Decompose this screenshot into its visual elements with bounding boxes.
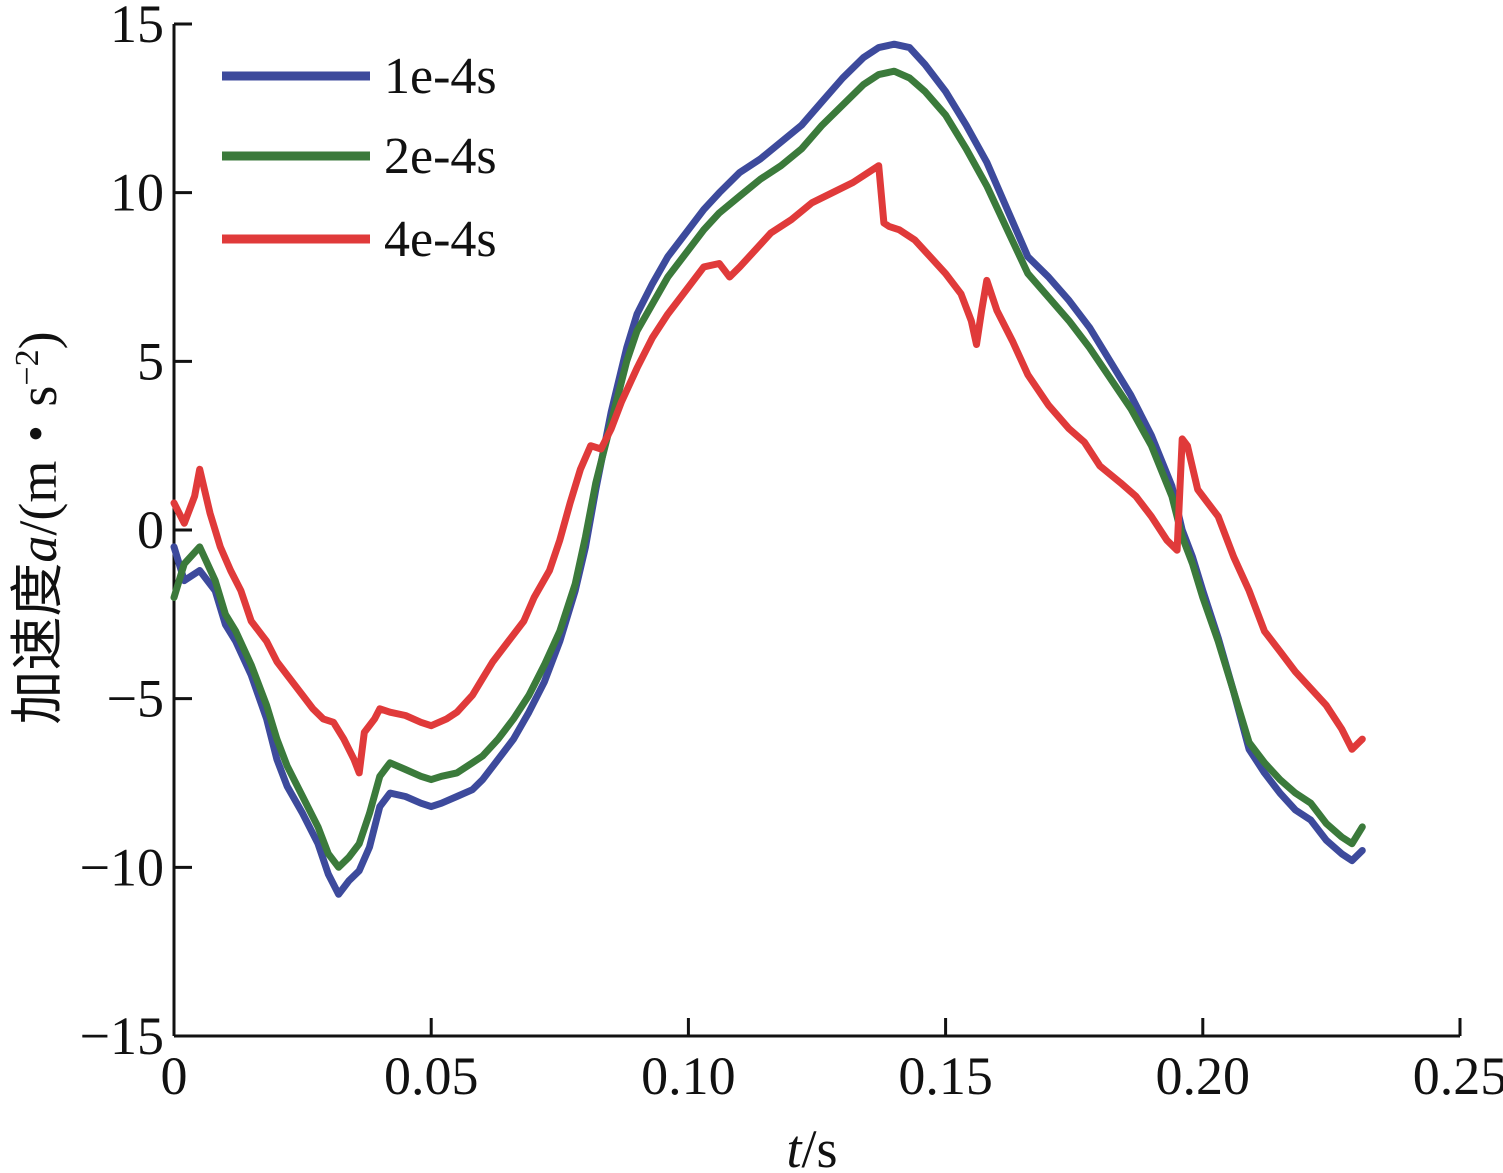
legend-item-1: 1e-4s <box>222 48 497 105</box>
x-tick-label: 0 <box>161 1046 188 1106</box>
legend-label-1: 1e-4s <box>384 48 497 105</box>
axes <box>172 24 1460 1038</box>
y-axis-label-prefix: 加速度 <box>8 563 68 725</box>
y-tick-label: −10 <box>80 837 164 897</box>
series-line-3 <box>170 162 1366 777</box>
y-axis-label-unit: /(m・s <box>8 386 68 536</box>
series-line-2 <box>170 67 1366 871</box>
x-axis-label: t/s <box>786 1119 837 1173</box>
y-axis-label-exponent: −2 <box>9 349 46 385</box>
legend-label-2: 2e-4s <box>384 128 497 185</box>
y-axis-label-var: a <box>8 536 68 563</box>
x-axis-label-unit: /s <box>801 1119 837 1173</box>
x-tick-label: 0.25 <box>1413 1046 1503 1106</box>
x-axis-label-var: t <box>786 1119 803 1173</box>
y-axis-label-close: ) <box>8 331 68 349</box>
legend-label-3: 4e-4s <box>384 211 497 268</box>
y-tick-label: −15 <box>80 1006 164 1066</box>
legend-item-2: 2e-4s <box>222 128 497 185</box>
y-tick-label: 10 <box>110 163 164 223</box>
x-tick-label: 0.20 <box>1156 1046 1251 1106</box>
legend-item-3: 4e-4s <box>222 211 497 268</box>
series-lines <box>170 40 1366 898</box>
y-tick-label: 15 <box>110 0 164 54</box>
y-tick-label: −5 <box>107 669 164 729</box>
y-ticks: −15 −10 −5 0 5 10 15 <box>80 0 192 1066</box>
legend: 1e-4s 2e-4s 4e-4s <box>222 48 497 268</box>
y-tick-label: 5 <box>137 331 164 391</box>
y-axis-label: 加速度a/(m・s−2) <box>8 331 68 724</box>
y-tick-label: 0 <box>137 500 164 560</box>
x-tick-label: 0.05 <box>384 1046 479 1106</box>
x-tick-label: 0.15 <box>898 1046 993 1106</box>
x-tick-label: 0.10 <box>641 1046 736 1106</box>
x-ticks: 0 0.05 0.10 0.15 0.20 0.25 <box>161 1018 1503 1106</box>
